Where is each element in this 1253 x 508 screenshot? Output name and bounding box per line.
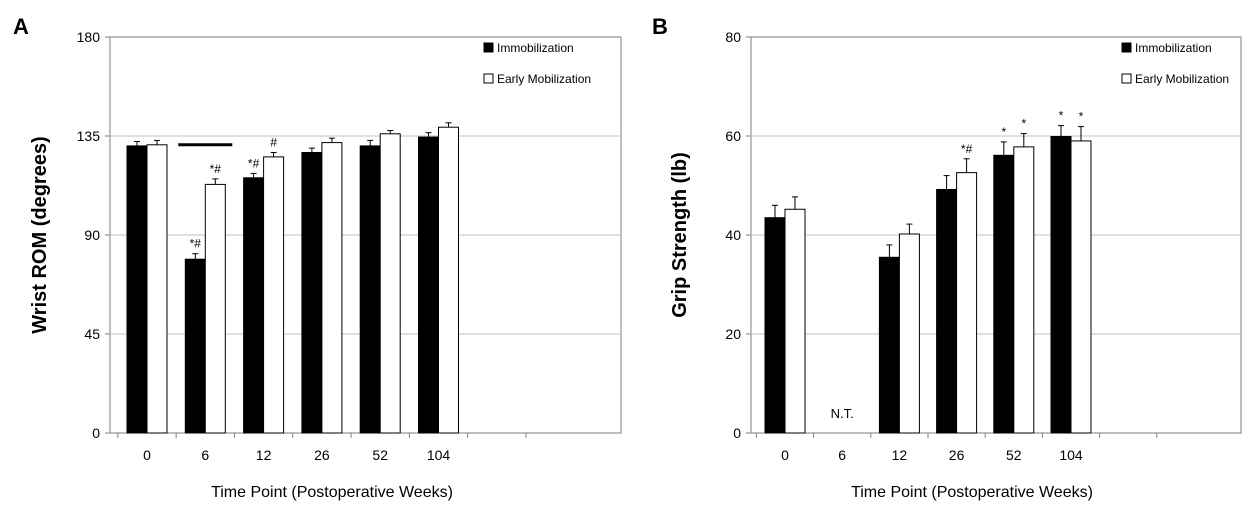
bar-immobilization — [418, 136, 439, 434]
x-tick-label: 12 — [892, 447, 908, 463]
legend-swatch-immobilization — [483, 42, 494, 53]
y-tick-label: 60 — [725, 128, 741, 144]
y-tick-label: 180 — [77, 29, 101, 45]
significance-marker: * — [1079, 110, 1084, 124]
bar-early-mobilization — [321, 142, 343, 434]
x-tick-label: 104 — [427, 447, 451, 463]
significance-marker: *# — [248, 156, 260, 170]
bar-early-mobilization — [956, 172, 978, 434]
y-tick-label: 0 — [733, 425, 741, 441]
bar-early-mobilization — [784, 208, 806, 434]
y-tick-label: 80 — [725, 29, 741, 45]
bar-early-mobilization — [146, 144, 168, 434]
x-axis-title: Time Point (Postoperative Weeks) — [851, 484, 1093, 501]
x-tick-label: 0 — [781, 447, 789, 463]
significance-marker: *# — [961, 142, 973, 156]
bar-immobilization — [126, 145, 148, 434]
x-tick-label: 52 — [372, 447, 388, 463]
legend-swatch-early-mobilization — [1121, 73, 1132, 84]
x-tick-label: 52 — [1006, 447, 1022, 463]
bar-immobilization — [301, 152, 323, 434]
bar-immobilization — [764, 217, 786, 434]
legend-label: Early Mobilization — [1135, 72, 1229, 86]
bar-immobilization — [936, 188, 958, 434]
y-axis-title: Grip Strength (lb) — [669, 152, 691, 318]
bar-early-mobilization — [898, 233, 920, 434]
bar-immobilization — [184, 258, 206, 434]
significance-marker: *# — [210, 162, 222, 176]
x-tick-label: 0 — [143, 447, 151, 463]
bar-early-mobilization — [379, 133, 401, 434]
x-tick-label: 26 — [949, 447, 965, 463]
panel-label: B — [652, 14, 668, 39]
bar-early-mobilization — [1013, 146, 1035, 434]
legend-label: Immobilization — [1135, 41, 1212, 55]
x-tick-label: 6 — [838, 447, 846, 463]
legend: Immobilization Early Mobilization — [1121, 41, 1229, 86]
significance-marker: * — [1059, 109, 1064, 123]
significance-marker: * — [1021, 117, 1026, 131]
legend-label: Immobilization — [497, 41, 574, 55]
chart-panel-a: 0 45 90 135 180 0 6 12 26 52 104 *# *# *# # Immobilizat… — [13, 14, 622, 501]
y-tick-label: 90 — [84, 227, 100, 243]
x-tick-label: 26 — [314, 447, 330, 463]
bar-immobilization — [1050, 135, 1072, 434]
significance-marker: # — [270, 136, 277, 150]
bar-early-mobilization — [1070, 140, 1092, 434]
y-tick-label: 20 — [725, 326, 741, 342]
legend-label: Early Mobilization — [497, 72, 591, 86]
y-tick-label: 40 — [725, 227, 741, 243]
bar-immobilization — [878, 256, 900, 434]
x-tick-label: 104 — [1059, 447, 1083, 463]
bar-early-mobilization — [263, 156, 285, 434]
panel-label: A — [13, 14, 29, 39]
legend-swatch-immobilization — [1121, 42, 1132, 53]
bar-immobilization — [993, 154, 1015, 434]
bar-early-mobilization — [438, 126, 459, 434]
legend-swatch-early-mobilization — [483, 73, 494, 84]
legend: Immobilization Early Mobilization — [483, 41, 591, 86]
bar-early-mobilization — [204, 183, 226, 434]
not-tested-note: N.T. — [831, 406, 854, 421]
significance-marker: *# — [190, 237, 202, 251]
x-tick-label: 12 — [256, 447, 272, 463]
significance-marker: * — [1001, 125, 1006, 139]
y-tick-label: 45 — [84, 326, 100, 342]
y-tick-label: 0 — [92, 425, 100, 441]
bar-immobilization — [359, 145, 381, 434]
y-tick-label: 135 — [77, 128, 101, 144]
chart-panel-b: 0 20 40 60 80 0 6 12 26 52 104 *# * * * * N.T. Immobiliza… — [652, 14, 1242, 501]
bar-immobilization — [243, 177, 265, 434]
x-tick-label: 6 — [201, 447, 209, 463]
y-axis-title: Wrist ROM (degrees) — [29, 136, 51, 333]
x-axis-title: Time Point (Postoperative Weeks) — [211, 484, 453, 501]
